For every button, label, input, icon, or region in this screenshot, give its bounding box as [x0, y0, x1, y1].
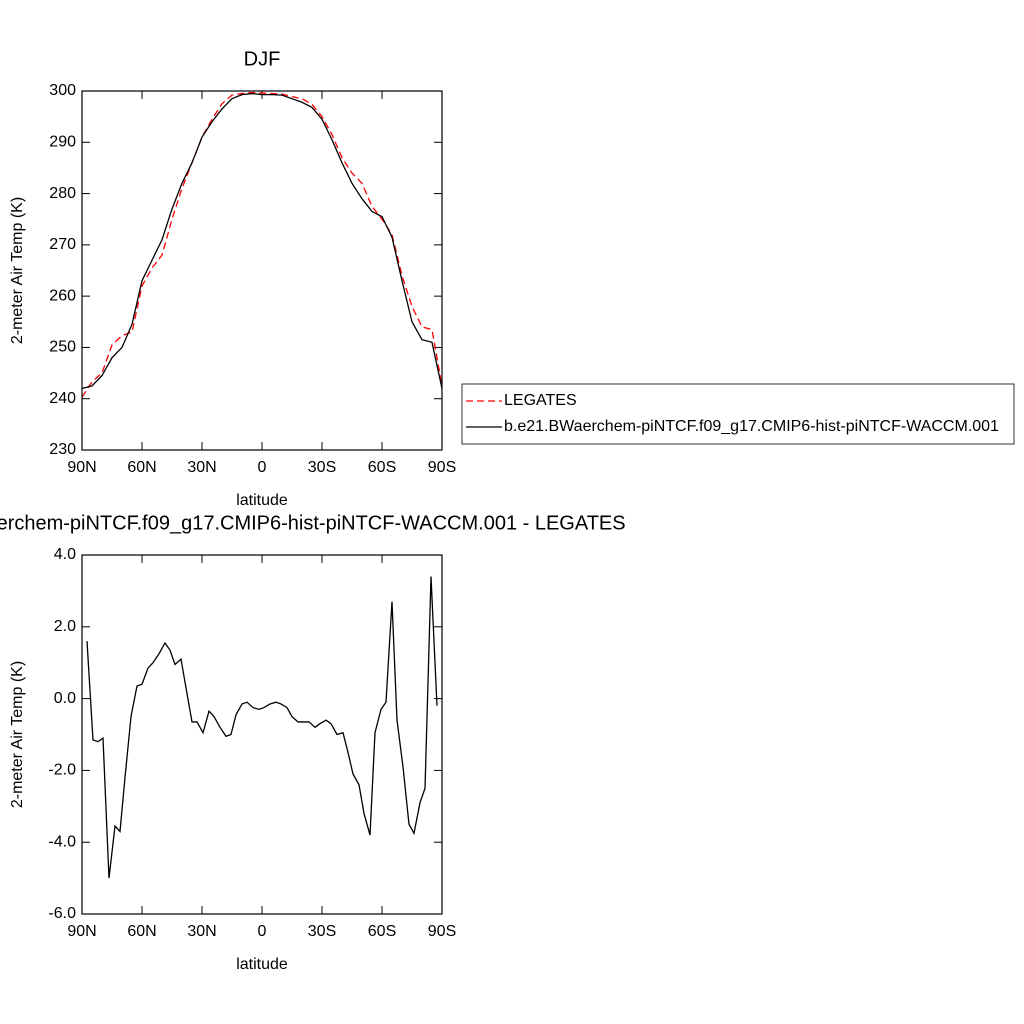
chart-title: DJF: [244, 48, 281, 70]
x-tick-label: 30S: [308, 923, 336, 940]
y-tick-label: 4.0: [54, 546, 76, 563]
x-tick-label: 60S: [368, 923, 396, 940]
y-tick-label: 270: [49, 236, 76, 253]
data-line: [81, 92, 443, 390]
legend-label: LEGATES: [504, 392, 577, 409]
x-axis-label: latitude: [236, 492, 288, 509]
y-tick-label: 2.0: [54, 618, 76, 635]
x-tick-label: 60N: [127, 923, 156, 940]
y-axis-label: 2-meter Air Temp (K): [9, 661, 26, 808]
x-tick-label: 60N: [127, 459, 156, 476]
x-tick-label: 90S: [428, 459, 456, 476]
legend-label: b.e21.BWaerchem-piNTCF.f09_g17.CMIP6-his…: [504, 418, 999, 435]
x-tick-label: 90S: [428, 923, 456, 940]
y-axis-label: 2-meter Air Temp (K): [9, 197, 26, 344]
chart-title: b.e21.BWaerchem-piNTCF.f09_g17.CMIP6-his…: [0, 512, 626, 534]
legend-box: [461, 383, 1015, 445]
x-tick-label: 0: [258, 923, 267, 940]
y-tick-label: -6.0: [48, 905, 76, 922]
y-tick-label: 300: [49, 82, 76, 99]
y-tick-label: 260: [49, 287, 76, 304]
y-tick-label: 230: [49, 441, 76, 458]
x-tick-label: 60S: [368, 459, 396, 476]
y-tick-label: 240: [49, 390, 76, 407]
y-tick-label: 250: [49, 339, 76, 356]
y-tick-label: 0.0: [54, 690, 76, 707]
data-line: [81, 91, 443, 398]
y-tick-label: 280: [49, 185, 76, 202]
x-tick-label: 30N: [187, 459, 216, 476]
y-tick-label: 290: [49, 134, 76, 151]
y-tick-label: -4.0: [48, 833, 76, 850]
plot-frame: [81, 90, 443, 451]
x-tick-label: 30N: [187, 923, 216, 940]
data-line: [86, 576, 438, 879]
x-axis-label: latitude: [236, 956, 288, 973]
x-tick-label: 90N: [67, 923, 96, 940]
x-tick-label: 90N: [67, 459, 96, 476]
x-tick-label: 30S: [308, 459, 336, 476]
y-tick-label: -2.0: [48, 762, 76, 779]
x-tick-label: 0: [258, 459, 267, 476]
plot-frame: [81, 554, 443, 915]
